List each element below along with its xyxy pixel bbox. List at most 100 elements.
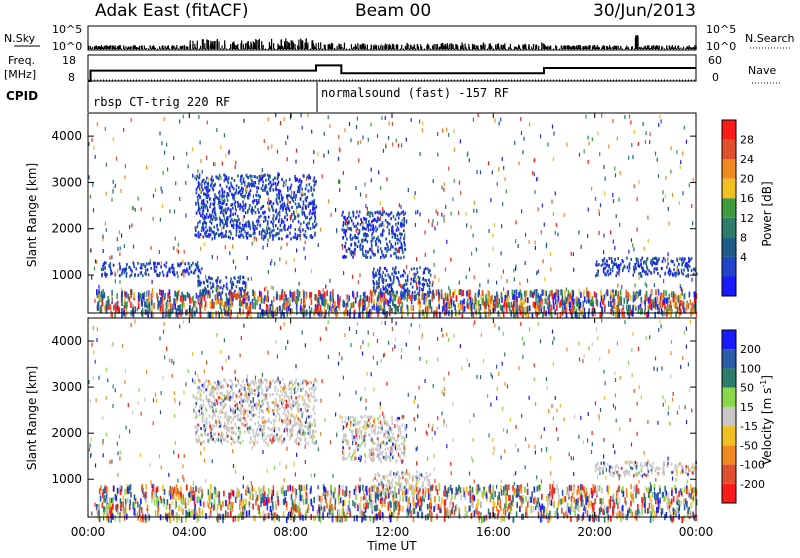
date-title: 30/Jun/2013 (593, 1, 696, 21)
data-cell (432, 219, 433, 223)
data-cell (620, 290, 622, 296)
data-cell (610, 268, 612, 271)
data-cell (560, 300, 562, 306)
data-cell (603, 250, 604, 254)
data-cell (503, 166, 504, 170)
data-cell (245, 282, 247, 285)
data-cell (496, 505, 498, 511)
data-cell (246, 297, 247, 301)
data-cell (315, 211, 317, 214)
data-cell (380, 256, 382, 259)
data-cell (649, 298, 651, 304)
data-cell (210, 282, 212, 285)
data-cell (540, 294, 542, 300)
data-cell (151, 497, 153, 503)
nave-tick-top: 60 (708, 54, 722, 67)
data-cell (287, 228, 289, 231)
data-cell (377, 249, 379, 252)
data-cell (641, 509, 643, 515)
nsky-bar (541, 42, 542, 49)
data-cell (115, 279, 116, 283)
data-cell (456, 311, 458, 317)
data-cell (240, 275, 242, 278)
data-cell (146, 310, 147, 314)
data-cell (400, 284, 401, 288)
data-cell (133, 245, 134, 249)
data-cell (198, 269, 200, 272)
data-cell (295, 177, 297, 180)
data-cell (284, 117, 285, 121)
data-cell (254, 304, 256, 310)
data-cell (382, 222, 383, 226)
data-cell (419, 290, 421, 293)
data-cell (123, 128, 124, 132)
data-cell (641, 301, 642, 305)
data-cell (543, 259, 544, 263)
data-cell (357, 292, 359, 298)
data-cell (241, 182, 243, 185)
data-cell (250, 227, 252, 230)
nsky-bar (250, 42, 251, 49)
data-cell (617, 284, 618, 288)
data-cell (239, 205, 241, 208)
data-cell (312, 193, 314, 196)
data-cell (202, 292, 204, 295)
data-cell (206, 204, 208, 207)
nsky-bar (232, 42, 233, 49)
data-cell (683, 307, 685, 313)
data-cell (613, 295, 615, 301)
data-cell (88, 142, 89, 146)
data-cell (407, 305, 408, 309)
data-cell (378, 170, 379, 174)
data-cell (628, 269, 630, 272)
data-cell (608, 301, 610, 307)
data-cell (222, 291, 224, 294)
data-cell (500, 305, 502, 311)
data-cell (397, 226, 399, 229)
data-cell (165, 265, 167, 268)
data-cell (216, 281, 218, 284)
data-cell (278, 220, 280, 223)
data-cell (202, 222, 204, 225)
data-cell (286, 242, 287, 246)
data-cell (669, 268, 671, 271)
data-cell (269, 209, 271, 212)
data-cell (441, 498, 443, 504)
data-cell (352, 251, 354, 254)
data-cell (374, 254, 376, 257)
data-cell (290, 225, 291, 229)
data-cell (605, 292, 607, 298)
nsky-bar (657, 46, 658, 49)
data-cell (390, 217, 392, 220)
data-cell (416, 278, 417, 282)
data-cell (401, 290, 402, 294)
data-cell (110, 266, 112, 269)
data-cell (459, 513, 461, 519)
data-cell (198, 194, 200, 197)
data-cell (371, 178, 372, 182)
data-cell (663, 198, 664, 202)
data-cell (131, 270, 133, 273)
data-cell (392, 245, 394, 248)
data-cell (190, 270, 192, 273)
data-cell (352, 500, 354, 506)
nsky-bar (367, 45, 368, 49)
data-cell (404, 248, 406, 251)
data-cell (443, 215, 444, 219)
data-cell (679, 201, 680, 205)
data-cell (382, 229, 384, 232)
data-cell (471, 298, 472, 302)
data-cell (500, 118, 501, 122)
data-cell (266, 226, 267, 230)
data-cell (401, 302, 403, 308)
data-cell (201, 298, 203, 304)
data-cell (629, 266, 631, 269)
data-cell (97, 122, 98, 126)
data-cell (681, 287, 682, 291)
data-cell (664, 303, 666, 309)
data-cell (416, 257, 417, 261)
data-cell (214, 198, 215, 202)
data-cell (236, 234, 238, 237)
data-cell (344, 245, 346, 248)
